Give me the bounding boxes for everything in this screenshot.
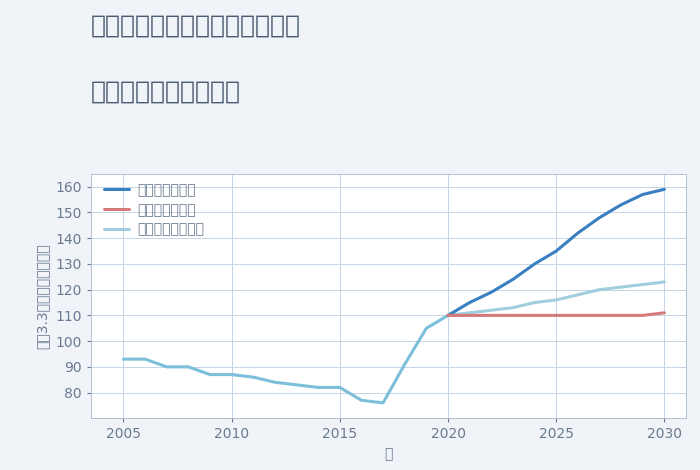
バッドシナリオ <box>466 313 474 318</box>
グッドシナリオ <box>531 261 539 267</box>
ノーマルシナリオ <box>595 287 603 292</box>
Text: 埼玉県さいたま市北区櫛引町の: 埼玉県さいたま市北区櫛引町の <box>91 14 301 38</box>
ノーマルシナリオ <box>487 307 496 313</box>
Line: バッドシナリオ: バッドシナリオ <box>448 313 664 315</box>
ノーマルシナリオ <box>660 279 668 285</box>
グッドシナリオ <box>660 187 668 192</box>
X-axis label: 年: 年 <box>384 447 393 461</box>
バッドシナリオ <box>660 310 668 316</box>
ノーマルシナリオ <box>638 282 647 287</box>
Line: ノーマルシナリオ: ノーマルシナリオ <box>448 282 664 315</box>
グッドシナリオ <box>573 230 582 236</box>
ノーマルシナリオ <box>444 313 452 318</box>
グッドシナリオ <box>638 192 647 197</box>
グッドシナリオ <box>617 202 625 208</box>
バッドシナリオ <box>444 313 452 318</box>
Legend: グッドシナリオ, バッドシナリオ, ノーマルシナリオ: グッドシナリオ, バッドシナリオ, ノーマルシナリオ <box>104 183 204 236</box>
Line: グッドシナリオ: グッドシナリオ <box>448 189 664 315</box>
グッドシナリオ <box>595 215 603 220</box>
バッドシナリオ <box>573 313 582 318</box>
ノーマルシナリオ <box>617 284 625 290</box>
バッドシナリオ <box>617 313 625 318</box>
Text: 中古戸建ての価格推移: 中古戸建ての価格推移 <box>91 80 241 104</box>
ノーマルシナリオ <box>573 292 582 298</box>
バッドシナリオ <box>552 313 561 318</box>
ノーマルシナリオ <box>531 300 539 306</box>
ノーマルシナリオ <box>466 310 474 316</box>
ノーマルシナリオ <box>509 305 517 311</box>
グッドシナリオ <box>552 248 561 254</box>
バッドシナリオ <box>638 313 647 318</box>
グッドシナリオ <box>487 290 496 295</box>
バッドシナリオ <box>595 313 603 318</box>
バッドシナリオ <box>487 313 496 318</box>
Y-axis label: 坪（3.3㎡）単価（万円）: 坪（3.3㎡）単価（万円） <box>36 243 50 349</box>
グッドシナリオ <box>444 313 452 318</box>
グッドシナリオ <box>509 276 517 282</box>
バッドシナリオ <box>509 313 517 318</box>
ノーマルシナリオ <box>552 297 561 303</box>
バッドシナリオ <box>531 313 539 318</box>
グッドシナリオ <box>466 300 474 306</box>
